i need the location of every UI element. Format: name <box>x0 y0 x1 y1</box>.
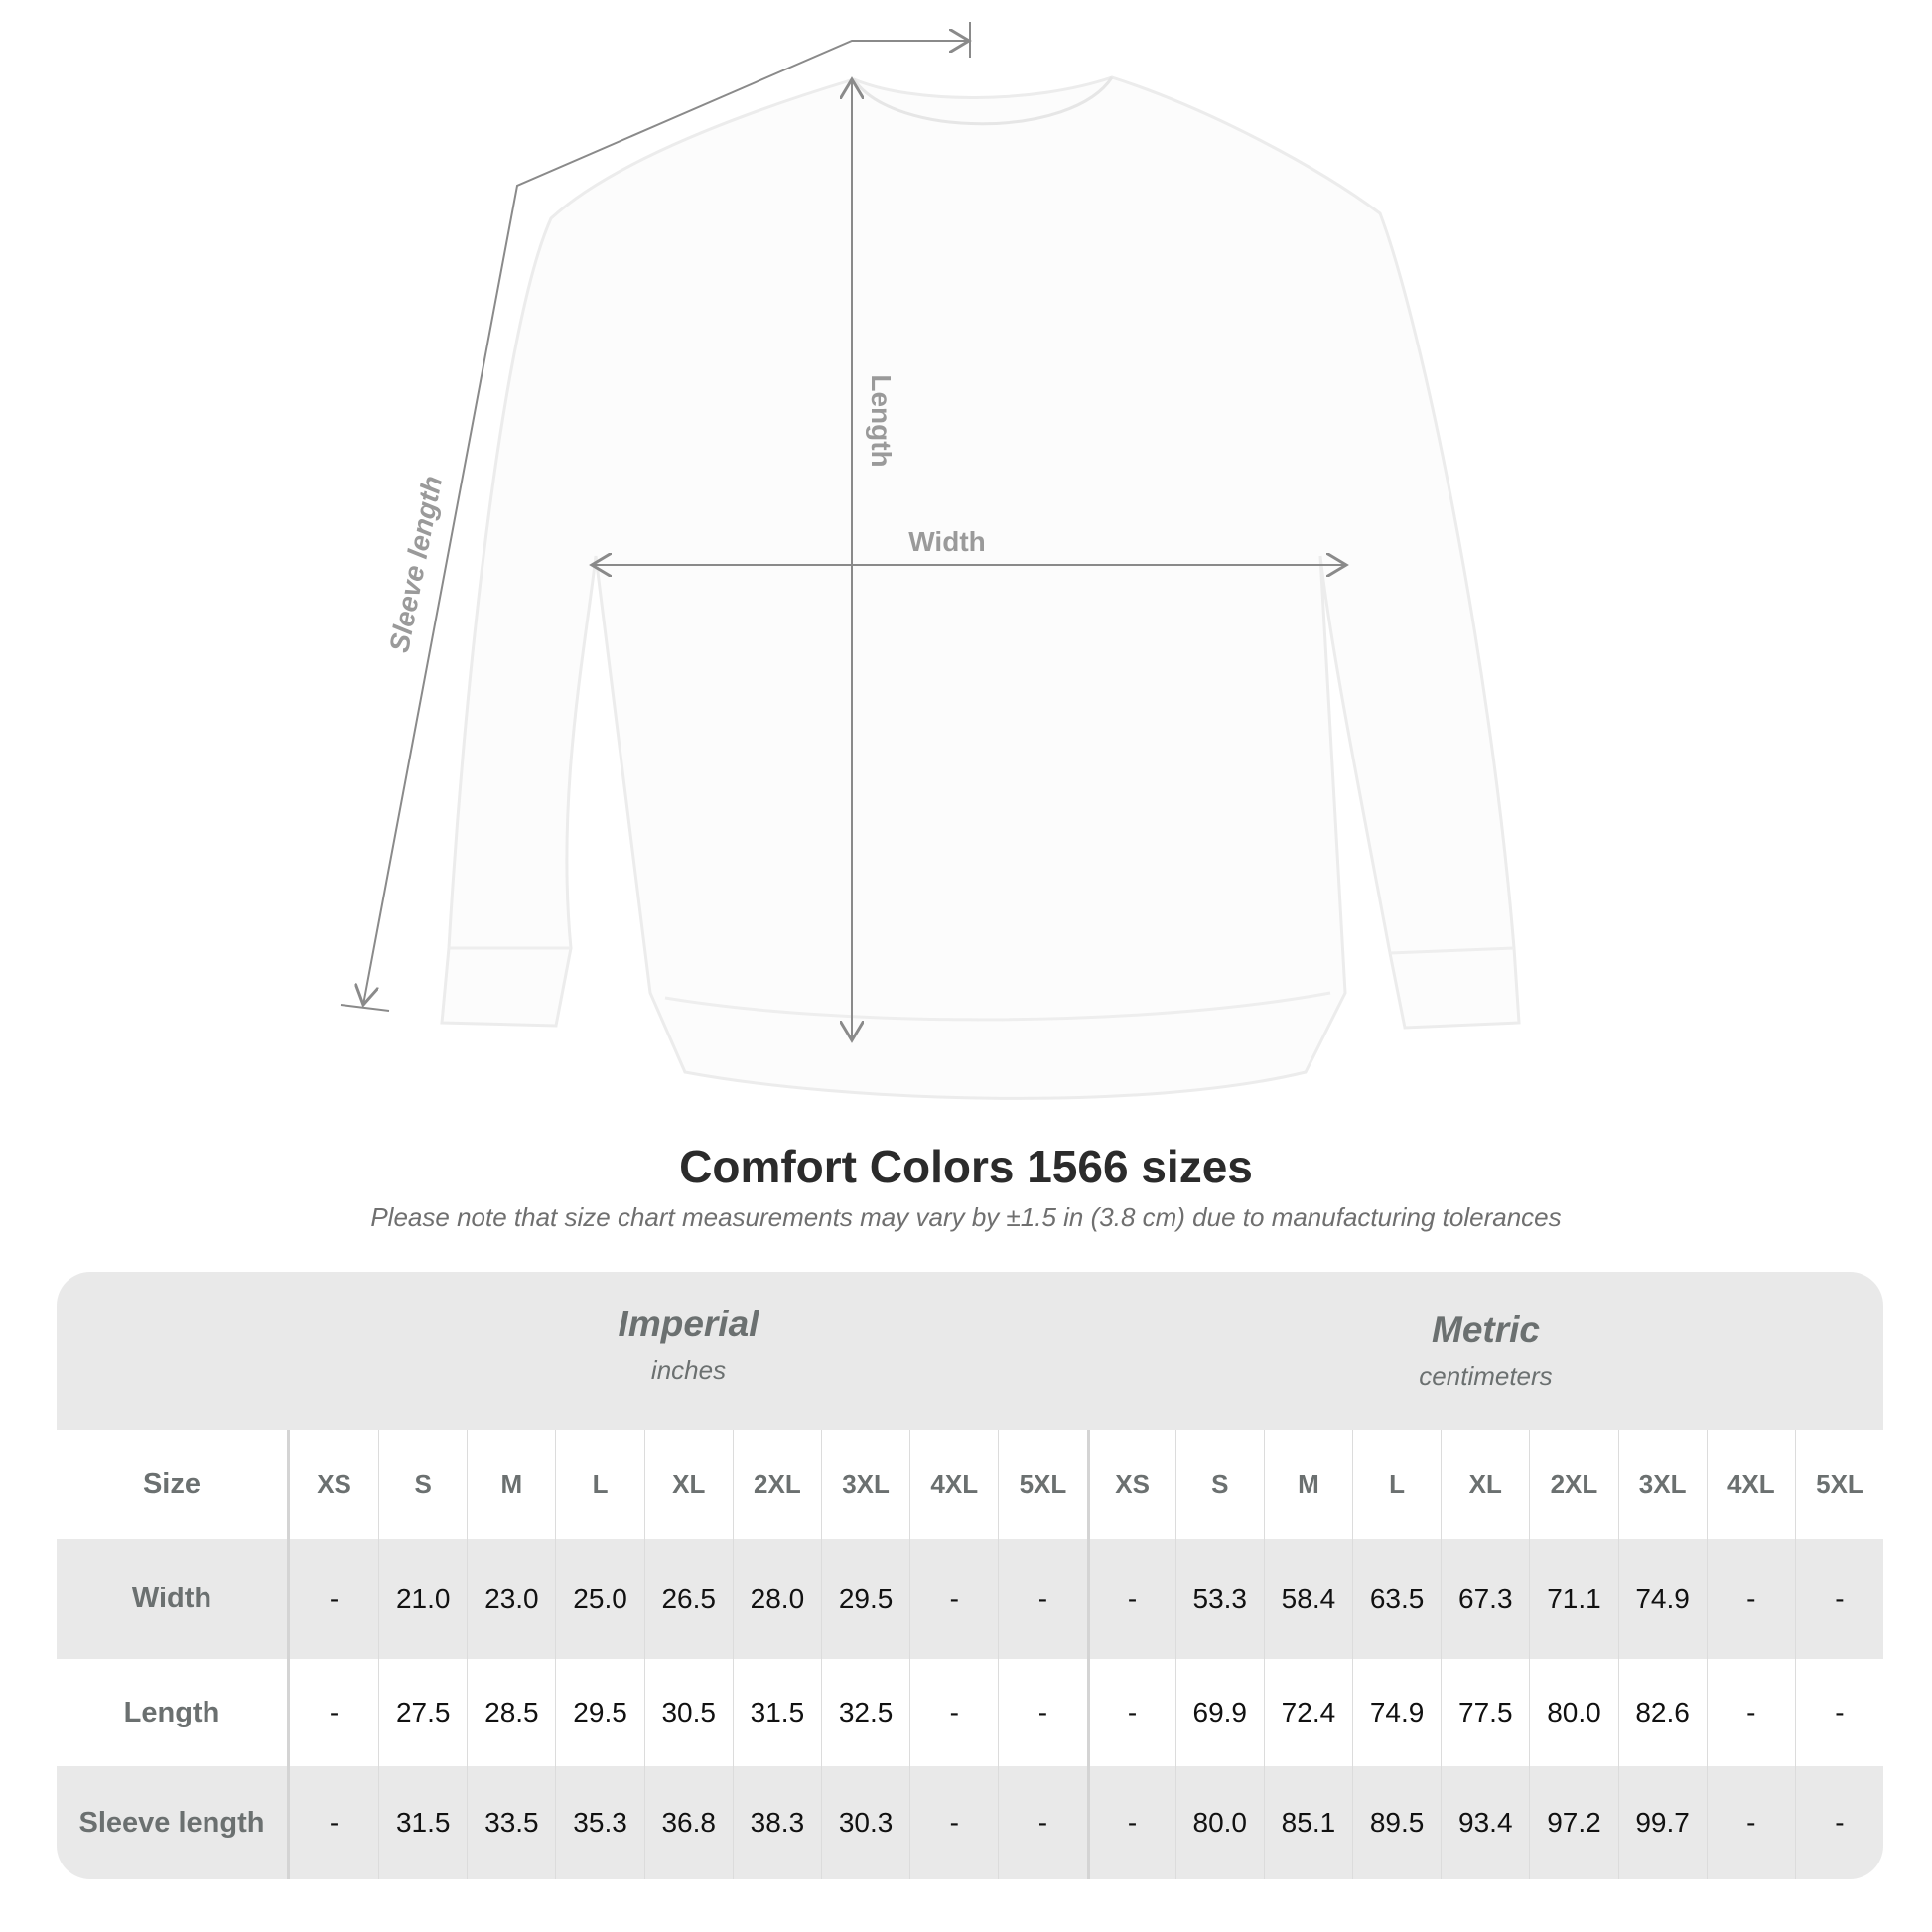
chart-title: Comfort Colors 1566 sizes <box>679 1141 1253 1192</box>
unit-header-band <box>57 1272 1883 1430</box>
value-cell: 28.5 <box>467 1659 555 1766</box>
value-cell: 80.0 <box>1529 1659 1617 1766</box>
value-cell: 28.0 <box>732 1539 821 1659</box>
value-cell: - <box>909 1659 998 1766</box>
size-header-cell: 4XL <box>909 1430 998 1539</box>
size-header-cell: XS <box>317 1468 351 1499</box>
value-cell: - <box>329 1697 340 1727</box>
value-cell: 58.4 <box>1263 1539 1352 1659</box>
metric-unit: centimeters <box>1419 1361 1553 1391</box>
metric-title: Metric <box>1432 1310 1540 1350</box>
value-cell: 27.5 <box>378 1659 467 1766</box>
measurement-lines <box>340 22 1346 1040</box>
sweatshirt-diagram: Length Width Sleeve length <box>340 22 1521 1100</box>
value-cell: 29.5 <box>555 1659 643 1766</box>
value-cell: 99.7 <box>1617 1766 1707 1879</box>
value-cell: 29.5 <box>820 1539 909 1659</box>
value-cell: - <box>1794 1659 1883 1766</box>
size-header-cell: L <box>555 1430 643 1539</box>
value-cell: 38.3 <box>732 1766 821 1879</box>
value-cell: - <box>909 1766 998 1879</box>
value-cell: 69.9 <box>1174 1659 1264 1766</box>
value-cell: 25.0 <box>555 1539 643 1659</box>
length-label: Length <box>866 374 897 467</box>
value-cell: - <box>329 1583 340 1614</box>
value-cell: 31.5 <box>378 1766 467 1879</box>
table-row-width: Width -21.0 23.0 25.0 26.5 28.0 29.5- - -53.3 58.… <box>57 1539 1883 1659</box>
value-cell: 23.0 <box>467 1539 555 1659</box>
value-cell: 77.5 <box>1441 1659 1529 1766</box>
value-cell: - <box>998 1659 1086 1766</box>
row-label: Length <box>57 1659 290 1766</box>
value-cell: 67.3 <box>1441 1539 1529 1659</box>
value-cell: 74.9 <box>1352 1659 1441 1766</box>
size-header-cell: M <box>467 1430 555 1539</box>
value-cell: 97.2 <box>1529 1766 1617 1879</box>
tolerance-note: Please note that size chart measurements… <box>370 1202 1562 1232</box>
value-cell: 32.5 <box>820 1659 909 1766</box>
sweatshirt-illustration <box>440 75 1521 1100</box>
imperial-title: Imperial <box>618 1304 759 1344</box>
size-header-cell: 3XL <box>820 1430 909 1539</box>
value-cell: 21.0 <box>378 1539 467 1659</box>
value-cell: 85.1 <box>1263 1766 1352 1879</box>
value-cell: 36.8 <box>643 1766 733 1879</box>
value-cell: 93.4 <box>1441 1766 1529 1879</box>
size-header-cell: M <box>1263 1430 1352 1539</box>
value-cell: 53.3 <box>1174 1539 1264 1659</box>
value-cell: 30.3 <box>820 1766 909 1879</box>
size-header-cell: 3XL <box>1617 1430 1707 1539</box>
size-header-cell: XS <box>1086 1430 1175 1539</box>
size-header-cell: 5XL <box>998 1430 1086 1539</box>
value-cell: 26.5 <box>643 1539 733 1659</box>
size-header-cell: XL <box>643 1430 733 1539</box>
size-table: Imperial inches Metric centimeters Size X… <box>57 1272 1883 1879</box>
width-label: Width <box>908 526 986 557</box>
imperial-unit: inches <box>650 1355 727 1385</box>
value-cell: 31.5 <box>732 1659 821 1766</box>
imperial-header: Imperial inches <box>290 1304 1087 1386</box>
value-cell: - <box>1706 1659 1795 1766</box>
value-cell: 82.6 <box>1617 1659 1707 1766</box>
value-cell: - <box>1086 1539 1175 1659</box>
value-cell: - <box>1794 1539 1883 1659</box>
size-header-cell: L <box>1352 1430 1441 1539</box>
value-cell: 35.3 <box>555 1766 643 1879</box>
row-label: Sleeve length <box>57 1766 290 1879</box>
value-cell: 71.1 <box>1529 1539 1617 1659</box>
size-header-row: Size XS S M L XL 2XL 3XL 4XL 5XL XS S M L XL 2XL 3XL 4XL 5… <box>57 1430 1883 1539</box>
value-cell: 74.9 <box>1617 1539 1707 1659</box>
value-cell: - <box>1706 1766 1795 1879</box>
size-header-cell: XL <box>1441 1430 1529 1539</box>
size-header-cell: 4XL <box>1706 1430 1795 1539</box>
metric-header: Metric centimeters <box>1087 1310 1883 1392</box>
value-cell: 30.5 <box>643 1659 733 1766</box>
value-cell: - <box>1706 1539 1795 1659</box>
size-header-cell: 2XL <box>1529 1430 1617 1539</box>
sleeve-length-label: Sleeve length <box>383 474 448 655</box>
value-cell: - <box>998 1766 1086 1879</box>
table-row-length: Length -27.5 28.5 29.5 30.5 31.5 32.5- - -69.9 72… <box>57 1659 1883 1766</box>
value-cell: - <box>998 1539 1086 1659</box>
value-cell: 89.5 <box>1352 1766 1441 1879</box>
value-cell: - <box>1794 1766 1883 1879</box>
size-header-cell: S <box>378 1430 467 1539</box>
row-label: Width <box>57 1539 290 1659</box>
value-cell: 72.4 <box>1263 1659 1352 1766</box>
value-cell: - <box>329 1807 340 1838</box>
value-cell: - <box>1086 1659 1175 1766</box>
value-cell: - <box>1086 1766 1175 1879</box>
row-label: Size <box>57 1430 290 1539</box>
table-row-sleeve-length: Sleeve length -31.5 33.5 35.3 36.8 38.3 30.3- -… <box>57 1766 1883 1879</box>
value-cell: 33.5 <box>467 1766 555 1879</box>
size-header-cell: 5XL <box>1794 1430 1883 1539</box>
value-cell: - <box>909 1539 998 1659</box>
size-header-cell: S <box>1174 1430 1264 1539</box>
size-header-cell: 2XL <box>732 1430 821 1539</box>
value-cell: 63.5 <box>1352 1539 1441 1659</box>
value-cell: 80.0 <box>1174 1766 1264 1879</box>
